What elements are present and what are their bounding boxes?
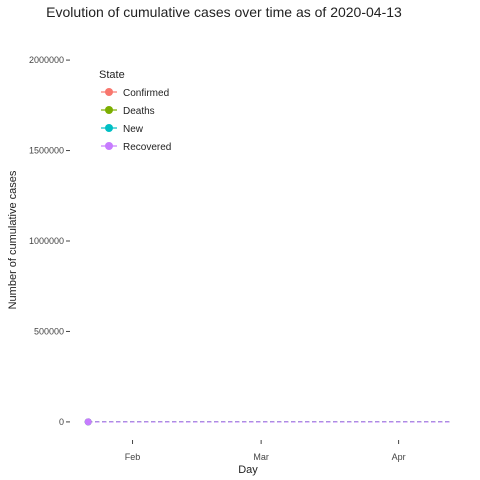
legend-key: [105, 88, 113, 96]
legend-label: New: [123, 124, 144, 135]
y-tick-label: 1500000: [29, 146, 64, 156]
x-tick-label: Apr: [392, 452, 406, 462]
x-tick-label: Feb: [125, 452, 141, 462]
legend-item-recovered: Recovered: [101, 142, 171, 153]
legend-key: [105, 142, 113, 150]
legend-item-confirmed: Confirmed: [101, 88, 169, 99]
series-layer: [84, 418, 452, 426]
y-tick-label: 2000000: [29, 55, 64, 65]
x-tick-label: Mar: [253, 452, 269, 462]
legend-key: [105, 106, 113, 114]
x-axis-label: Day: [238, 464, 258, 476]
legend: State Confirmed Deaths New Recovered: [99, 69, 171, 153]
legend-label: Recovered: [123, 142, 171, 153]
legend-label: Deaths: [123, 106, 155, 117]
legend-item-deaths: Deaths: [101, 106, 155, 117]
legend-label: Confirmed: [123, 88, 169, 99]
y-tick-label: 1000000: [29, 236, 64, 246]
series-point-recovered: [84, 418, 92, 426]
y-tick-label: 0: [59, 417, 64, 427]
y-tick-label: 500000: [34, 326, 64, 336]
legend-key: [105, 124, 113, 132]
chart-title: Evolution of cumulative cases over time …: [46, 4, 402, 20]
legend-title: State: [99, 69, 125, 81]
legend-item-new: New: [101, 124, 144, 135]
y-axis: 0 500000 1000000 1500000 2000000: [29, 55, 70, 427]
x-axis: Feb Mar Apr: [125, 440, 406, 462]
y-axis-label: Number of cumulative cases: [7, 170, 19, 309]
